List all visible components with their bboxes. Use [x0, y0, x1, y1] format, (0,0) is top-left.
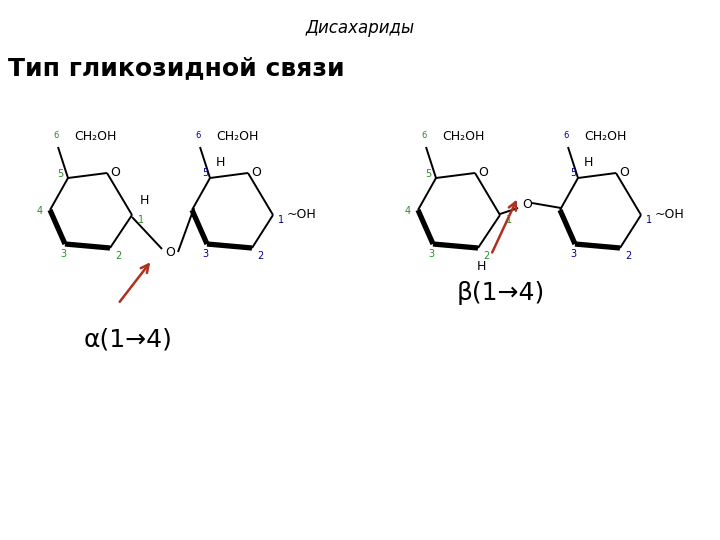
Text: 1: 1 — [646, 215, 652, 225]
Text: H: H — [139, 194, 149, 207]
Text: H: H — [583, 157, 593, 170]
Text: ~OH: ~OH — [286, 208, 316, 221]
Text: 1: 1 — [278, 215, 284, 225]
Text: CH₂OH: CH₂OH — [584, 131, 626, 144]
Text: 2: 2 — [257, 251, 263, 261]
Text: β(1→4): β(1→4) — [457, 281, 545, 305]
Text: 2: 2 — [625, 251, 631, 261]
Text: 3: 3 — [60, 249, 66, 259]
Text: 5: 5 — [57, 169, 63, 179]
Text: 5: 5 — [425, 169, 431, 179]
Text: Дисахариды: Дисахариды — [305, 19, 415, 37]
Text: 2: 2 — [115, 251, 121, 261]
Text: 6: 6 — [53, 131, 59, 139]
Text: 6: 6 — [421, 131, 427, 139]
Text: CH₂OH: CH₂OH — [74, 131, 117, 144]
Text: O: O — [478, 165, 488, 179]
Text: 1: 1 — [506, 215, 512, 225]
Text: 3: 3 — [428, 249, 434, 259]
Text: 4: 4 — [37, 206, 43, 216]
Text: 5: 5 — [202, 168, 208, 178]
Text: 6: 6 — [563, 131, 569, 139]
Text: O: O — [522, 199, 532, 212]
Text: H: H — [215, 157, 225, 170]
Text: ~OH: ~OH — [654, 208, 684, 221]
Text: CH₂OH: CH₂OH — [216, 131, 258, 144]
Text: CH₂OH: CH₂OH — [442, 131, 485, 144]
Text: 5: 5 — [570, 168, 576, 178]
Text: O: O — [165, 246, 175, 259]
Text: 3: 3 — [570, 249, 576, 259]
Text: 3: 3 — [202, 249, 208, 259]
Text: H: H — [477, 260, 486, 273]
Text: 6: 6 — [195, 131, 201, 139]
Text: O: O — [110, 165, 120, 179]
Text: 4: 4 — [405, 206, 411, 216]
Text: 1: 1 — [138, 215, 144, 225]
Text: 2: 2 — [483, 251, 489, 261]
Text: O: O — [619, 165, 629, 179]
Text: Тип гликозидной связи: Тип гликозидной связи — [8, 56, 345, 80]
Text: α(1→4): α(1→4) — [84, 328, 172, 352]
Text: O: O — [251, 165, 261, 179]
